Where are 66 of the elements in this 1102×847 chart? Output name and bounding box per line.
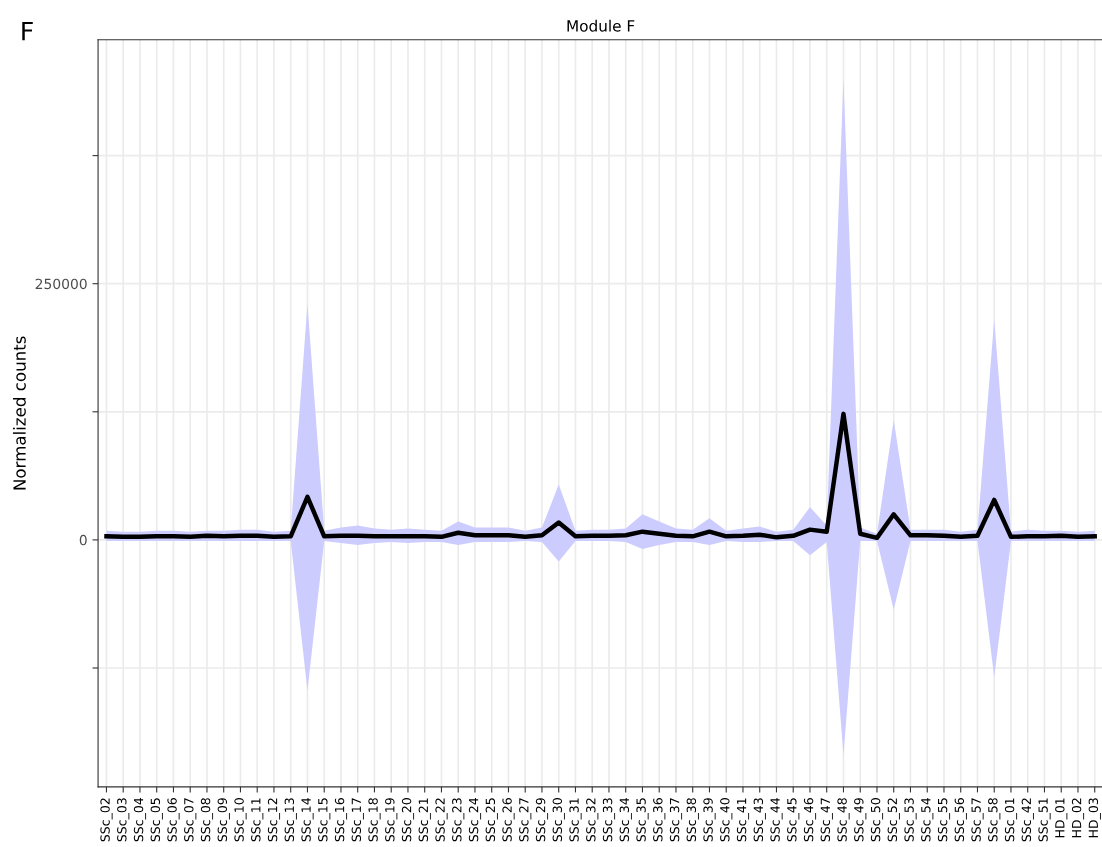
x-tick-label: SSc_19 — [385, 798, 398, 842]
x-tick-label: SSc_01 — [1004, 798, 1018, 842]
x-tick-label: SSc_21 — [418, 798, 431, 842]
x-tick-label: SSc_41 — [736, 798, 750, 842]
x-tick-label: SSc_11 — [251, 798, 264, 842]
x-tick-label: SSc_44 — [770, 797, 783, 842]
x-tick-label: SSc_32 — [586, 798, 599, 842]
x-tick-label: SSc_22 — [435, 798, 448, 842]
x-tick-label: SSc_39 — [703, 798, 716, 842]
x-tick-label: SSc_06 — [167, 798, 180, 842]
x-tick-label: SSc_55 — [937, 798, 951, 842]
x-tick-label: SSc_40 — [720, 798, 733, 842]
x-tick-label: SSc_17 — [351, 798, 364, 842]
y-axis-title: Normalized counts — [12, 336, 26, 490]
x-tick-label: SSc_03 — [117, 798, 130, 842]
y-tick-label: 0 — [79, 534, 87, 546]
x-tick-label: SSc_54 — [921, 797, 934, 842]
text: F — [22, 21, 33, 41]
x-tick-label: SSc_20 — [401, 798, 415, 842]
x-tick-label: SSc_10 — [234, 798, 247, 842]
x-tick-label: SSc_26 — [502, 798, 515, 842]
x-tick-label: SSc_09 — [217, 798, 230, 842]
line-series — [104, 411, 1097, 541]
x-tick-label: SSc_33 — [602, 798, 616, 842]
x-tick-label: SSc_52 — [887, 798, 900, 842]
x-tick-label: SSc_57 — [971, 798, 984, 842]
x-tick-label: SSc_45 — [787, 798, 800, 842]
x-tick-label: SSc_38 — [686, 798, 699, 842]
x-tick-label: SSc_43 — [753, 798, 766, 842]
x-tick-label: SSc_08 — [200, 798, 214, 842]
x-tick-label: SSc_15 — [318, 798, 331, 842]
x-tick-label: HD_01 — [1055, 798, 1068, 838]
x-tick-label: SSc_25 — [485, 798, 498, 842]
x-tick-label: HD_02 — [1071, 798, 1085, 838]
x-tick-label: SSc_13 — [284, 798, 297, 842]
x-tick-label: SSc_47 — [820, 798, 833, 842]
x-tick-label: SSc_31 — [569, 798, 582, 842]
y-tick-label: 250000 — [35, 278, 87, 290]
x-tick-label: SSc_04 — [133, 797, 147, 842]
x-tick-label: SSc_53 — [904, 798, 917, 842]
x-tick-label: SSc_14 — [301, 797, 314, 842]
x-tick-label: SSc_23 — [452, 798, 465, 842]
x-tick-label: SSc_36 — [653, 798, 666, 842]
x-tick-label: SSc_48 — [837, 798, 850, 842]
chart-title: Module F — [567, 19, 635, 32]
x-tick-label: SSc_34 — [619, 797, 632, 842]
x-tick-label: SSc_58 — [988, 798, 1001, 842]
x-tick-label: SSc_37 — [669, 798, 683, 842]
x-tick-label: SSc_29 — [535, 798, 549, 842]
x-tick-label: SSc_02 — [100, 798, 113, 842]
x-tick-label: SSc_42 — [1021, 798, 1034, 842]
x-tick-label: SSc_56 — [954, 798, 967, 842]
x-tick-label: SSc_35 — [636, 798, 649, 842]
x-tick-label: SSc_16 — [334, 798, 348, 842]
x-tick-label: SSc_46 — [803, 798, 817, 842]
x-tick-label: SSc_12 — [267, 798, 281, 842]
x-tick-label: HD_03 — [1088, 798, 1101, 838]
x-tick-label: SSc_27 — [519, 798, 532, 842]
x-tick-label: SSc_07 — [184, 798, 197, 842]
x-tick-label: SSc_51 — [1038, 798, 1051, 842]
x-tick-label: SSc_24 — [468, 797, 482, 842]
x-tick-label: SSc_50 — [870, 798, 884, 842]
x-tick-label: SSc_18 — [368, 798, 381, 842]
x-tick-label: SSc_30 — [552, 798, 565, 842]
x-tick-label: SSc_49 — [854, 798, 867, 842]
x-tick-label: SSc_05 — [150, 798, 163, 842]
